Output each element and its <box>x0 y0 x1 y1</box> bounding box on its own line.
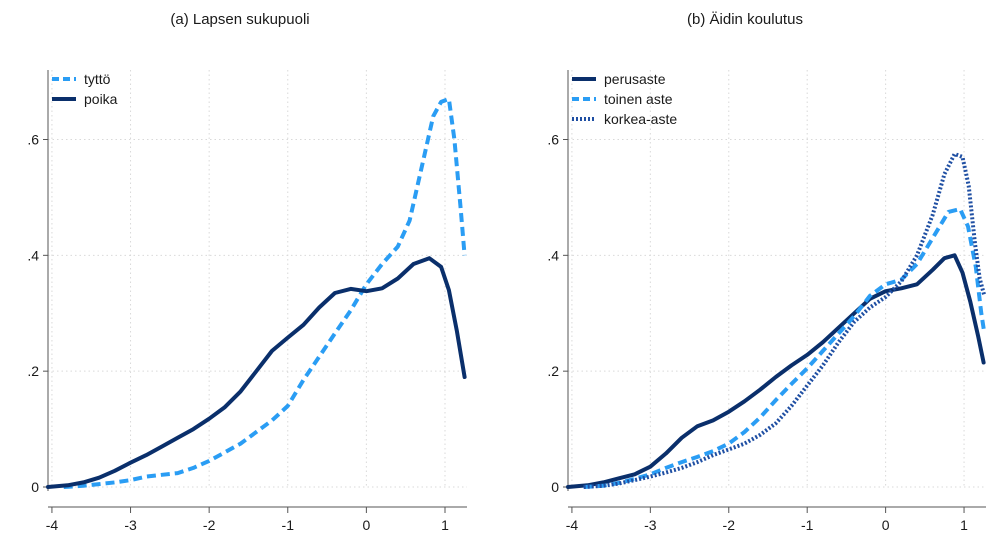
y-tick-label: .4 <box>27 247 39 263</box>
y-tick-label: .2 <box>547 363 559 379</box>
x-tick-label: 0 <box>362 517 370 533</box>
y-tick-label: .4 <box>547 247 559 263</box>
y-tick-label: 0 <box>551 479 559 495</box>
panel-title: (b) Äidin koulutus <box>687 11 803 28</box>
y-tick-label: .2 <box>27 363 39 379</box>
x-tick-label: 0 <box>882 517 890 533</box>
x-tick-label: -3 <box>644 517 657 533</box>
x-tick-label: -1 <box>282 517 295 533</box>
legend-label: tyttö <box>84 71 111 87</box>
series-line-perusaste <box>566 253 986 489</box>
series-line-toinen-aste <box>583 207 987 489</box>
x-tick-label: -4 <box>566 517 579 533</box>
series-line-tyttö <box>63 97 467 489</box>
series-line-korkea-aste <box>583 152 987 489</box>
panel-a: (a) Lapsen sukupuoli 0 .2 .4 .6 -4 -3 -2 -1 0 1 tyt… <box>27 11 467 533</box>
legend-label: toinen aste <box>604 91 673 107</box>
panel-title: (a) Lapsen sukupuoli <box>170 11 309 28</box>
x-tick-label: -2 <box>203 517 216 533</box>
series-line-poika <box>46 256 467 489</box>
x-tick-label: -1 <box>801 517 814 533</box>
legend-label: poika <box>84 91 118 107</box>
y-tick-label: 0 <box>31 479 39 495</box>
x-tick-label: 1 <box>441 517 449 533</box>
x-tick-label: -2 <box>723 517 736 533</box>
x-tick-label: -3 <box>124 517 137 533</box>
y-tick-label: .6 <box>27 132 39 148</box>
legend-label: korkea-aste <box>604 111 677 127</box>
legend-label: perusaste <box>604 71 666 87</box>
panel-b: (b) Äidin koulutus 0 .2 .4 .6 -4 -3 -2 -1 0 1 perus… <box>547 11 987 533</box>
x-tick-label: 1 <box>960 517 968 533</box>
x-tick-label: -4 <box>46 517 59 533</box>
y-tick-label: .6 <box>547 132 559 148</box>
